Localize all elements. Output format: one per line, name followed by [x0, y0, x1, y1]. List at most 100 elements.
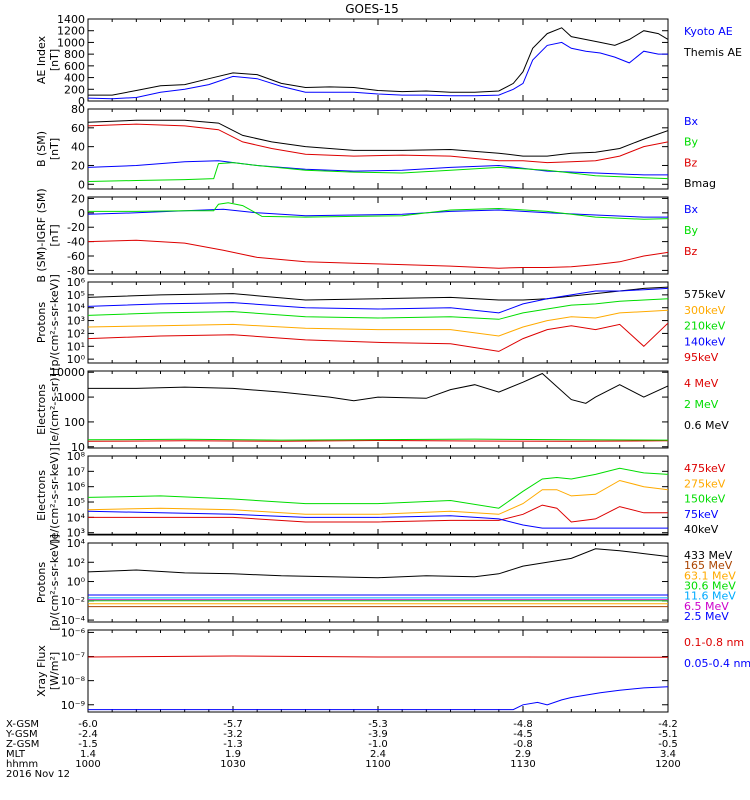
series-line: [88, 41, 668, 100]
legend-entry: 6.5 MeV: [684, 600, 729, 613]
time-row-value: -4.8: [513, 719, 533, 730]
y-tick-label: 600: [64, 60, 85, 73]
y-tick-label: 800: [64, 48, 85, 61]
legend-entry: 165 MeV: [684, 559, 733, 572]
y-axis-unit: [e/(cm²-s-sr)]: [48, 373, 61, 446]
legend-entry: 275keV: [684, 477, 726, 490]
y-tick-label: 100: [64, 416, 85, 429]
time-row-label: X-GSM: [6, 719, 39, 730]
legend-entry: 210keV: [684, 320, 726, 333]
y-tick-label: 10⁻⁸: [61, 675, 86, 688]
legend-entry: 150keV: [684, 493, 726, 506]
legend-entry: 75keV: [684, 508, 719, 521]
time-row-label: MLT: [6, 749, 26, 760]
legend-entry: 4 MeV: [684, 377, 719, 390]
y-tick-label: 40: [71, 141, 85, 154]
series-line: [88, 298, 668, 320]
series-line: [88, 510, 668, 529]
panel-2: 0 20 40 60 80 B (SM) [nT] Bx By Bz Bmag: [35, 103, 716, 191]
figure-title: GOES-15: [345, 2, 399, 16]
y-tick-label: 10³: [67, 315, 85, 328]
series-line: [88, 162, 668, 182]
series-line: [88, 504, 668, 523]
time-row-value: -5.3: [368, 719, 388, 730]
y-tick-label: -80: [67, 264, 85, 277]
legend-entry: 2 MeV: [684, 398, 719, 411]
y-tick-label: 0: [78, 207, 85, 220]
legend-entry: Bz: [684, 156, 698, 169]
series-line: [88, 239, 668, 269]
y-tick-label: 200: [64, 83, 85, 96]
y-tick-label: 10²: [67, 327, 85, 340]
series-line: [88, 287, 668, 314]
legend-entry: 475keV: [684, 462, 726, 475]
time-row-value: -5.1: [658, 729, 678, 740]
time-row-label: Y-GSM: [5, 729, 38, 740]
series-line: [88, 309, 668, 337]
y-axis-unit: [p/(cm²-s-sr-keV)]: [48, 274, 61, 371]
panel-3: -80-60-40 -200 20 B (SM)-IGRF (SM) [nT] Bx By B…: [35, 188, 699, 282]
y-tick-label: 10⁵: [67, 289, 85, 302]
legend-entry: 300keV: [684, 304, 726, 317]
time-row-value: -1.5: [78, 739, 98, 750]
y-tick-label: 10⁸: [67, 450, 86, 463]
panel-frame: [87, 629, 669, 713]
time-row-value: 2.9: [515, 749, 531, 760]
legend-entry: 95keV: [684, 351, 719, 364]
series-line: [88, 479, 668, 515]
series-line: [88, 322, 668, 352]
y-tick-label: 10⁶: [67, 276, 86, 289]
series-line: [88, 439, 668, 442]
series-line: [88, 686, 668, 711]
time-row-value: 1200: [655, 759, 680, 770]
y-axis-label: Protons: [35, 562, 48, 603]
legend-entry: Themis AE: [683, 46, 742, 59]
y-tick-label: 10⁻⁶: [61, 626, 86, 639]
y-axis-label: Protons: [35, 302, 48, 343]
y-axis-label: B (SM): [35, 131, 48, 167]
y-tick-label: 10⁴: [67, 537, 86, 550]
series-line: [88, 27, 668, 96]
time-row-value: 1030: [220, 759, 245, 770]
y-tick-label: 10: [71, 441, 85, 454]
y-tick-label: -40: [67, 236, 85, 249]
time-row-value: 1.4: [80, 749, 96, 760]
panel-frame: [87, 370, 669, 449]
time-row-value: -3.9: [368, 729, 388, 740]
y-tick-label: 10⁶: [67, 481, 86, 494]
y-tick-label: 0: [78, 95, 85, 108]
legend-entry: Bx: [684, 115, 699, 128]
legend-entry: Kyoto AE: [684, 25, 733, 38]
y-axis-label: AE Index: [35, 35, 48, 84]
legend-entry: By: [684, 136, 699, 149]
time-row-value: 3.4: [660, 749, 676, 760]
date-label: 2016 Nov 12: [6, 769, 70, 780]
y-axis-unit: [nT]: [48, 138, 61, 160]
y-axis-unit: [nT]: [48, 224, 61, 246]
y-tick-label: 10⁻⁴: [61, 614, 86, 627]
time-row-value: 1130: [510, 759, 535, 770]
y-tick-label: 10⁴: [67, 302, 86, 315]
y-tick-label: 10⁰: [67, 353, 86, 366]
legend-entry: Bx: [684, 203, 699, 216]
legend-entry: 0.1-0.8 nm: [684, 636, 744, 649]
legend-entry: By: [684, 224, 699, 237]
y-tick-label: 10⁷: [67, 465, 85, 478]
y-tick-label: 1200: [57, 25, 85, 38]
time-row-value: 1000: [75, 759, 100, 770]
series-line: [88, 123, 668, 164]
y-tick-label: 10⁻⁷: [61, 651, 85, 664]
y-tick-label: 10000: [50, 366, 85, 379]
y-tick-label: -20: [67, 221, 85, 234]
y-axis-unit: [W/m²]: [48, 652, 61, 690]
series-line: [88, 438, 668, 441]
series-line: [88, 372, 668, 404]
time-row-value: -6.0: [78, 719, 98, 730]
legend-entry: 2.5 MeV: [684, 610, 729, 623]
panel-8: 10⁻⁹ 10⁻⁸ 10⁻⁷ 10⁻⁶ Xray Flux [W/m²] 0.1-0.8 n…: [35, 626, 750, 713]
y-tick-label: 10⁴: [67, 511, 86, 524]
panel-7: 10⁻⁴ 10⁻² 10⁰ 10² 10⁴ Protons [p/(cm²-s-sr-keV…: [35, 534, 736, 631]
series-line: [88, 467, 668, 509]
